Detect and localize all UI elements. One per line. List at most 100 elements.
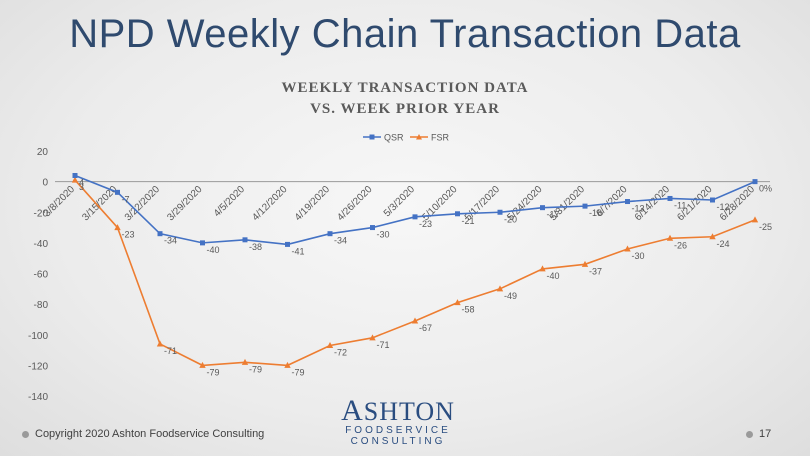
y-axis: 20 0 -20 -40 -60 -80 -100 -120 -140 <box>28 147 48 403</box>
x-tick-label: 4/12/2020 <box>250 184 290 224</box>
fsr-point <box>709 233 716 240</box>
fsr-data-label: -25 <box>759 222 772 232</box>
logo-line2: FOODSERVICE <box>345 425 451 436</box>
chart-title-line1: WEEKLY TRANSACTION DATA <box>281 80 529 96</box>
y-tick-label: -140 <box>28 392 48 403</box>
fsr-point <box>581 260 589 267</box>
x-tick-label: 3/15/2020 <box>80 184 120 224</box>
qsr-point <box>710 197 715 203</box>
fsr-point <box>284 361 291 368</box>
qsr-point <box>667 195 673 201</box>
fsr-point <box>454 299 461 306</box>
qsr-point <box>625 199 630 205</box>
qsr-point <box>72 173 78 178</box>
y-tick-label: -80 <box>34 300 49 311</box>
y-tick-label: 20 <box>37 147 49 158</box>
fsr-point <box>199 361 206 368</box>
fsr-data-label: -79 <box>207 367 220 377</box>
fsr-point <box>71 176 79 183</box>
page-number-footer: 17 <box>746 428 771 440</box>
qsr-data-label: 0% <box>759 184 772 194</box>
x-tick-label: 5/3/2020 <box>382 184 418 220</box>
qsr-data-label: 4 <box>79 178 84 188</box>
legend-marker-qsr <box>369 134 375 140</box>
qsr-point <box>540 205 545 211</box>
fsr-data-label: -72 <box>334 347 347 357</box>
fsr-data-label: -26 <box>674 240 687 250</box>
qsr-data-label: -13 <box>632 204 645 214</box>
fsr-point <box>369 334 376 341</box>
y-tick-label: -20 <box>34 208 49 219</box>
qsr-point <box>115 189 120 195</box>
logo-line3: CONSULTING <box>350 436 446 447</box>
x-axis: 3/8/2020 3/15/2020 3/22/2020 3/29/2020 4/5/2… <box>42 181 770 224</box>
fsr-point <box>156 340 164 347</box>
x-tick-label: 5/10/2020 <box>420 184 460 224</box>
legend-label-qsr: QSR <box>384 133 404 143</box>
fsr-point <box>666 234 674 241</box>
logo-wordmark: ASHTON <box>333 396 463 426</box>
fsr-point <box>496 285 504 292</box>
fsr-data-label: -58 <box>462 305 475 315</box>
qsr-point <box>242 237 248 243</box>
qsr-data-label: -16 <box>589 208 602 218</box>
fsr-data-label: -24 <box>717 239 730 249</box>
bullet-icon <box>22 430 29 438</box>
copyright-footer: Copyright 2020 Ashton Foodservice Consul… <box>22 428 264 440</box>
logo-name-rest: SHTON <box>363 397 455 426</box>
qsr-data-label: -11 <box>674 200 686 210</box>
qsr-point <box>752 179 758 185</box>
fsr-point <box>326 341 334 348</box>
y-tick-label: -60 <box>34 270 49 281</box>
x-tick-label: 3/29/2020 <box>165 184 205 224</box>
fsr-data-label: -79 <box>292 367 305 377</box>
qsr-data-label: -34 <box>334 236 347 246</box>
qsr-data-label: -17 <box>547 210 560 220</box>
qsr-data-label: -34 <box>164 236 177 246</box>
qsr-data-label: -12 <box>717 202 730 212</box>
legend-label-fsr: FSR <box>431 133 450 143</box>
qsr-point <box>200 240 205 246</box>
qsr-point <box>327 231 333 237</box>
logo-initial: A <box>341 394 364 427</box>
x-tick-label: 4/26/2020 <box>335 184 375 224</box>
fsr-data-label: 3 <box>79 182 84 192</box>
fsr-data-label: -67 <box>419 323 432 333</box>
qsr-data-label: -7 <box>122 194 130 204</box>
qsr-data-label: -40 <box>207 245 220 255</box>
qsr-data-label: -38 <box>249 242 262 252</box>
copyright-text: Copyright 2020 Ashton Foodservice Consul… <box>35 428 265 440</box>
qsr-point <box>285 241 290 247</box>
fsr-point <box>411 317 419 324</box>
qsr-data-label: -20 <box>504 214 517 224</box>
bullet-icon <box>746 430 753 438</box>
x-tick-label: 4/5/2020 <box>212 184 248 220</box>
qsr-point <box>582 203 588 209</box>
x-tick-label: 4/19/2020 <box>293 184 333 224</box>
fsr-data-label: -71 <box>377 340 390 350</box>
fsr-point <box>241 358 249 365</box>
chart-legend: QSR FSR <box>363 133 450 143</box>
qsr-point <box>157 231 163 237</box>
qsr-point <box>412 214 418 220</box>
series-layer: 3 -23 -71 -79 -79 -79 -72 -71 -67 -58 -49 -40 -37 -30… <box>71 173 772 377</box>
fsr-data-label: -79 <box>249 364 262 374</box>
qsr-point <box>497 209 503 215</box>
chart-title-line2: VS. WEEK PRIOR YEAR <box>310 101 500 117</box>
qsr-data-label: -30 <box>377 230 390 240</box>
fsr-point <box>751 216 759 223</box>
qsr-data-label: -23 <box>419 219 432 229</box>
fsr-point <box>539 265 546 272</box>
qsr-data-label: -21 <box>462 216 475 226</box>
fsr-point <box>624 245 631 252</box>
fsr-data-label: -30 <box>632 251 645 261</box>
qsr-point <box>370 225 375 231</box>
x-tick-label: 3/8/2020 <box>42 184 78 220</box>
fsr-point <box>114 224 121 231</box>
y-tick-label: 0 <box>42 178 48 189</box>
qsr-point <box>455 211 460 217</box>
page-number: 17 <box>759 428 772 440</box>
fsr-data-label: -40 <box>547 271 560 281</box>
qsr-data-label: -41 <box>292 246 305 256</box>
